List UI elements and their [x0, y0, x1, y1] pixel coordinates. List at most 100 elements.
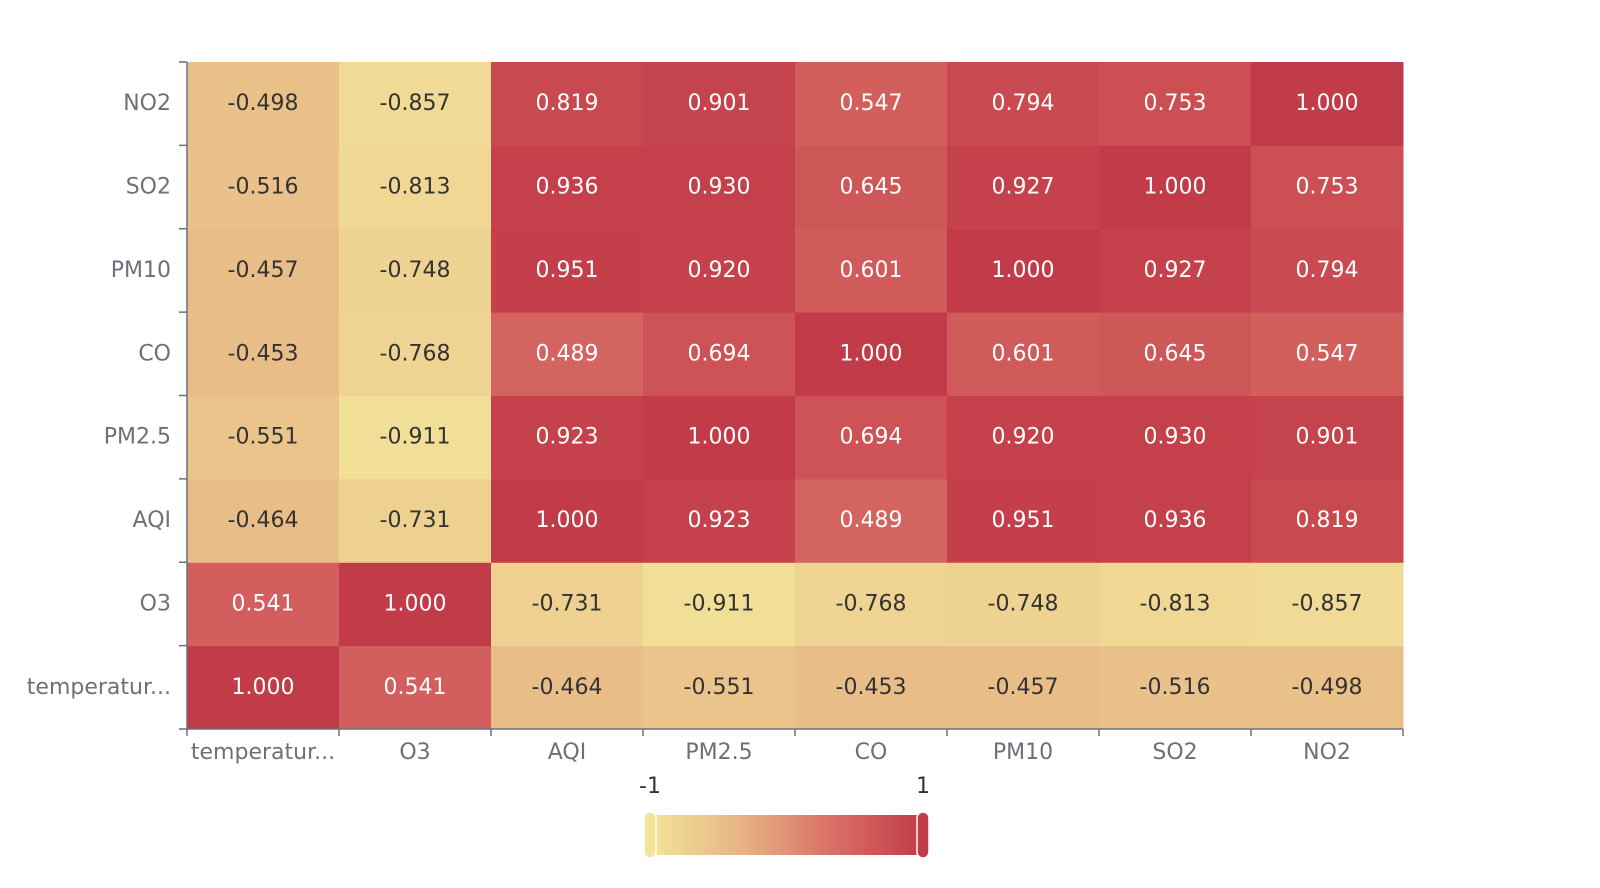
heatmap-cell[interactable] [947, 62, 1100, 146]
cell-value-label: -0.748 [988, 591, 1059, 616]
cell-value-label: 1.000 [1296, 91, 1359, 116]
y-axis-tick-label: O3 [140, 591, 171, 616]
cell-value-label: 0.927 [1144, 258, 1207, 283]
heatmap-cell[interactable] [339, 478, 492, 563]
heatmap-cell[interactable] [491, 145, 644, 230]
heatmap-cell[interactable] [187, 228, 340, 313]
heatmap-cell[interactable] [795, 312, 948, 396]
cell-value-label: 1.000 [232, 675, 295, 700]
heatmap-cell[interactable] [643, 145, 796, 230]
heatmap-cell[interactable] [795, 395, 948, 480]
heatmap-cell[interactable] [1099, 645, 1252, 730]
heatmap-cell[interactable] [491, 62, 644, 146]
heatmap-cell[interactable] [1251, 395, 1404, 480]
y-axis-tick-label: CO [138, 341, 171, 366]
cell-value-label: 0.951 [536, 258, 599, 283]
legend-min-handle[interactable] [643, 811, 657, 859]
heatmap-cell[interactable] [491, 312, 644, 396]
heatmap-cell[interactable] [491, 645, 644, 730]
heatmap-cell[interactable] [947, 478, 1100, 563]
heatmap-cell[interactable] [1251, 228, 1404, 313]
heatmap-cell[interactable] [187, 645, 340, 730]
heatmap-cell[interactable] [643, 62, 796, 146]
cell-value-label: 0.601 [992, 341, 1055, 366]
heatmap-cell[interactable] [643, 395, 796, 480]
heatmap-cell[interactable] [947, 562, 1100, 647]
heatmap-cell[interactable] [187, 312, 340, 396]
cell-value-label: -0.748 [380, 258, 451, 283]
heatmap-cell[interactable] [187, 562, 340, 647]
heatmap-cell[interactable] [947, 645, 1100, 730]
cell-value-label: 0.753 [1296, 175, 1359, 200]
cell-value-label: -0.813 [380, 175, 451, 200]
x-axis-tick-label: AQI [548, 740, 586, 765]
cell-value-label: -0.457 [988, 675, 1059, 700]
heatmap-cell[interactable] [1251, 645, 1404, 730]
cell-value-label: 0.601 [840, 258, 903, 283]
heatmap-cell[interactable] [339, 62, 492, 146]
heatmap-cell[interactable] [491, 562, 644, 647]
cell-value-label: 1.000 [688, 425, 751, 450]
heatmap-cell[interactable] [947, 395, 1100, 480]
heatmap-cell[interactable] [643, 312, 796, 396]
heatmap-cell[interactable] [1099, 312, 1252, 396]
visual-map-legend[interactable]: -1 1 [639, 774, 930, 859]
heatmap-cell[interactable] [491, 395, 644, 480]
y-axis-tick-label: temperatur... [27, 675, 171, 700]
x-axis-tick-label: CO [855, 740, 888, 765]
heatmap-cell[interactable] [187, 62, 340, 146]
heatmap-cell[interactable] [795, 562, 948, 647]
heatmap-cell[interactable] [491, 478, 644, 563]
legend-gradient-bar[interactable] [650, 815, 923, 855]
heatmap-cell[interactable] [1251, 312, 1404, 396]
cell-value-label: 0.753 [1144, 91, 1207, 116]
heatmap-cell[interactable] [187, 478, 340, 563]
legend-max-handle[interactable] [916, 811, 930, 859]
heatmap-cell[interactable] [795, 478, 948, 563]
heatmap-cell[interactable] [643, 562, 796, 647]
heatmap-cell[interactable] [947, 228, 1100, 313]
heatmap-cell[interactable] [643, 228, 796, 313]
cell-value-label: 0.920 [992, 425, 1055, 450]
cell-value-label: -0.551 [228, 425, 299, 450]
heatmap-cell[interactable] [795, 228, 948, 313]
y-axis-tick-label: PM2.5 [104, 425, 171, 450]
heatmap-cell[interactable] [947, 312, 1100, 396]
heatmap-cell[interactable] [339, 645, 492, 730]
cell-value-label: -0.464 [532, 675, 603, 700]
heatmap-cell[interactable] [1251, 145, 1404, 230]
heatmap-cell[interactable] [795, 145, 948, 230]
cell-value-label: 0.541 [232, 591, 295, 616]
heatmap-cell[interactable] [339, 145, 492, 230]
cell-value-label: 1.000 [384, 591, 447, 616]
heatmap-cell[interactable] [947, 145, 1100, 230]
heatmap-cell[interactable] [339, 395, 492, 480]
heatmap-cell[interactable] [339, 562, 492, 647]
cell-value-label: 0.927 [992, 175, 1055, 200]
cell-value-label: 0.936 [536, 175, 599, 200]
heatmap-cells: 1.000 0.541 -0.464 -0.551 -0.453 -0.457 -0.516… [187, 62, 1404, 730]
heatmap-cell[interactable] [1251, 562, 1404, 647]
heatmap-cell[interactable] [1251, 478, 1404, 563]
y-axis-tick-label: SO2 [126, 175, 171, 200]
cell-value-label: 0.694 [688, 341, 751, 366]
heatmap-cell[interactable] [491, 228, 644, 313]
heatmap-cell[interactable] [643, 645, 796, 730]
heatmap-cell[interactable] [1099, 478, 1252, 563]
heatmap-cell[interactable] [187, 145, 340, 230]
heatmap-cell[interactable] [1251, 62, 1404, 146]
heatmap-cell[interactable] [795, 645, 948, 730]
heatmap-cell[interactable] [187, 395, 340, 480]
heatmap-cell[interactable] [339, 228, 492, 313]
heatmap-cell[interactable] [1099, 562, 1252, 647]
cell-value-label: 1.000 [840, 341, 903, 366]
heatmap-cell[interactable] [1099, 395, 1252, 480]
heatmap-cell[interactable] [1099, 145, 1252, 230]
heatmap-cell[interactable] [339, 312, 492, 396]
heatmap-cell[interactable] [1099, 62, 1252, 146]
cell-value-label: -0.453 [228, 341, 299, 366]
y-axis-tick-label: NO2 [123, 91, 171, 116]
heatmap-cell[interactable] [795, 62, 948, 146]
heatmap-cell[interactable] [643, 478, 796, 563]
heatmap-cell[interactable] [1099, 228, 1252, 313]
